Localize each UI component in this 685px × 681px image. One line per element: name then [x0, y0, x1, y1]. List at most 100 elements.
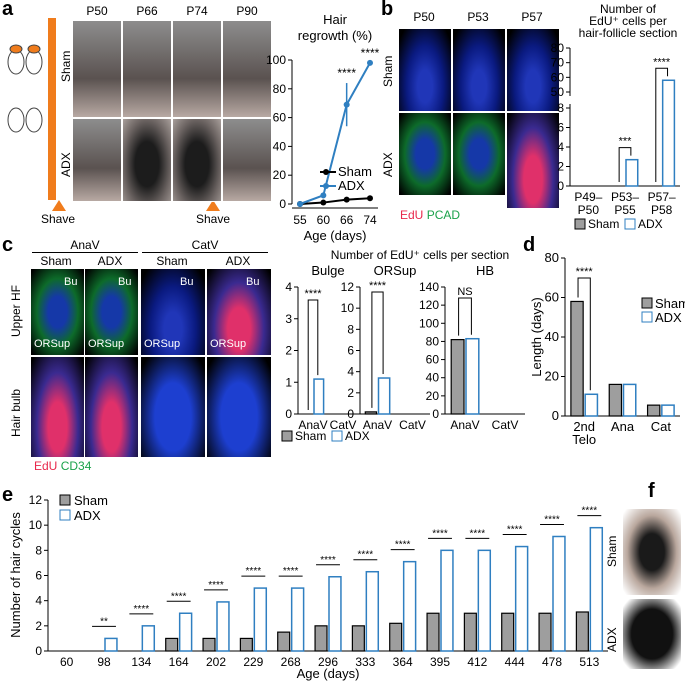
significance-label: **** — [653, 56, 671, 68]
y-tick-label: 12 — [29, 493, 43, 507]
y-tick-label: 20 — [426, 389, 440, 403]
significance-label: **** — [283, 566, 299, 577]
y-tick-label: 0 — [432, 407, 439, 421]
column-header: P50 — [413, 10, 435, 24]
x-tick-label: P49– — [574, 190, 602, 204]
point-sham — [367, 195, 373, 202]
y-tick-label: 10 — [29, 518, 43, 532]
microscopy-image — [84, 268, 139, 356]
significance-label: **** — [432, 528, 448, 539]
x-tick-label: 395 — [430, 655, 450, 669]
point-adx — [297, 201, 303, 207]
y-tick-label: 8 — [347, 322, 354, 336]
x-tick-label: AnaV — [363, 418, 392, 432]
x-tick-label: 444 — [505, 655, 525, 669]
bar-adx — [589, 526, 604, 652]
bar-sham — [608, 383, 623, 417]
x-tick-label: 202 — [206, 655, 226, 669]
group-header-anav: AnaV — [70, 238, 100, 252]
significance-label: *** — [619, 136, 633, 148]
legend-label-sham: Sham — [338, 164, 372, 179]
microscopy-image — [398, 28, 452, 112]
mouse-photo — [72, 20, 122, 118]
mouse-photo — [172, 118, 222, 202]
mouse-photo — [222, 118, 272, 202]
y-tick-label: 2 — [285, 344, 292, 358]
line-adx — [299, 62, 371, 205]
significance-label: **** — [337, 66, 356, 80]
x-tick-label: 333 — [355, 655, 375, 669]
bar-sham — [314, 625, 328, 652]
x-tick-label: AnaV — [298, 418, 327, 432]
bar-sham — [646, 404, 661, 417]
x-tick-label: 412 — [467, 655, 487, 669]
y-tick-label: 4 — [285, 280, 292, 294]
bar-sham — [575, 611, 589, 652]
group-header-catv: CatV — [191, 238, 219, 252]
significance-label: ** — [100, 616, 108, 627]
legend-label-sham: Sham — [295, 429, 326, 443]
marker-bu: Bu — [64, 276, 78, 288]
mouse-photo — [172, 20, 222, 118]
panel-label-e: e — [2, 484, 14, 506]
kidney-adrenal-icon — [7, 44, 43, 75]
y-tick-label: 40 — [426, 371, 440, 385]
y-tick-label: 2 — [347, 386, 354, 400]
x-tick-label: P50 — [578, 203, 600, 217]
significance-label: **** — [576, 266, 594, 278]
line-sham — [299, 197, 371, 205]
legend-label-adx: ADX — [345, 429, 370, 443]
column-header: Sham — [40, 254, 72, 268]
significance-bracket — [307, 299, 319, 410]
microscopy-image — [140, 356, 206, 458]
y-tick-label: 80 — [545, 250, 559, 265]
bar-adx — [440, 549, 454, 652]
bar-adx — [104, 637, 118, 652]
y-tick-label: 0 — [557, 179, 564, 193]
marker-bu: Bu — [246, 276, 260, 288]
shave-label: Shave — [195, 212, 231, 226]
legend-label-sham: Sham — [655, 296, 685, 311]
bar-adx — [216, 601, 230, 652]
significance-bracket — [577, 277, 591, 391]
legend-label-adx: ADX — [338, 178, 365, 193]
x-tick-label: P55 — [614, 203, 636, 217]
microscopy-image — [452, 28, 506, 112]
y-tick-label: 8 — [557, 101, 564, 115]
legend-marker-sham — [323, 169, 329, 175]
significance-label: **** — [361, 46, 380, 60]
axis-break — [567, 96, 573, 104]
x-axis-label: Age (days) — [297, 666, 360, 681]
bar-adx — [625, 158, 639, 187]
column-header: ADX — [225, 254, 251, 268]
y-tick-label: 0 — [279, 197, 286, 211]
bar-sham — [538, 612, 552, 652]
panel-label-a: a — [2, 0, 14, 20]
panel-label-f: f — [648, 480, 655, 502]
significance-bracket — [458, 297, 472, 336]
y-tick-label: 6 — [347, 344, 354, 358]
y-tick-label: 2 — [35, 619, 42, 633]
bar-sham — [277, 631, 291, 652]
microscopy-image — [84, 356, 139, 458]
y-tick-label: 40 — [273, 139, 287, 153]
mouse-photo — [122, 20, 172, 118]
y-tick-label: 4 — [557, 140, 564, 154]
bar-adx — [141, 625, 156, 652]
legend-label-sham: Sham — [74, 493, 108, 508]
timeline-bar — [48, 18, 56, 200]
column-header: Sham — [156, 254, 188, 268]
x-tick-label: 229 — [243, 655, 263, 669]
marker-orsup: ORSup — [144, 338, 181, 350]
legend-marker-adx — [323, 183, 329, 189]
x-tick-label: CatV — [330, 418, 357, 432]
column-header: P74 — [186, 4, 208, 18]
x-tick-label: 364 — [393, 655, 413, 669]
y-tick-label: 60 — [545, 290, 559, 305]
y-tick-label: 70 — [551, 56, 565, 70]
legend-swatch-adx — [641, 311, 653, 323]
y-tick-label: 100 — [266, 53, 286, 67]
y-tick-label: 4 — [347, 365, 354, 379]
